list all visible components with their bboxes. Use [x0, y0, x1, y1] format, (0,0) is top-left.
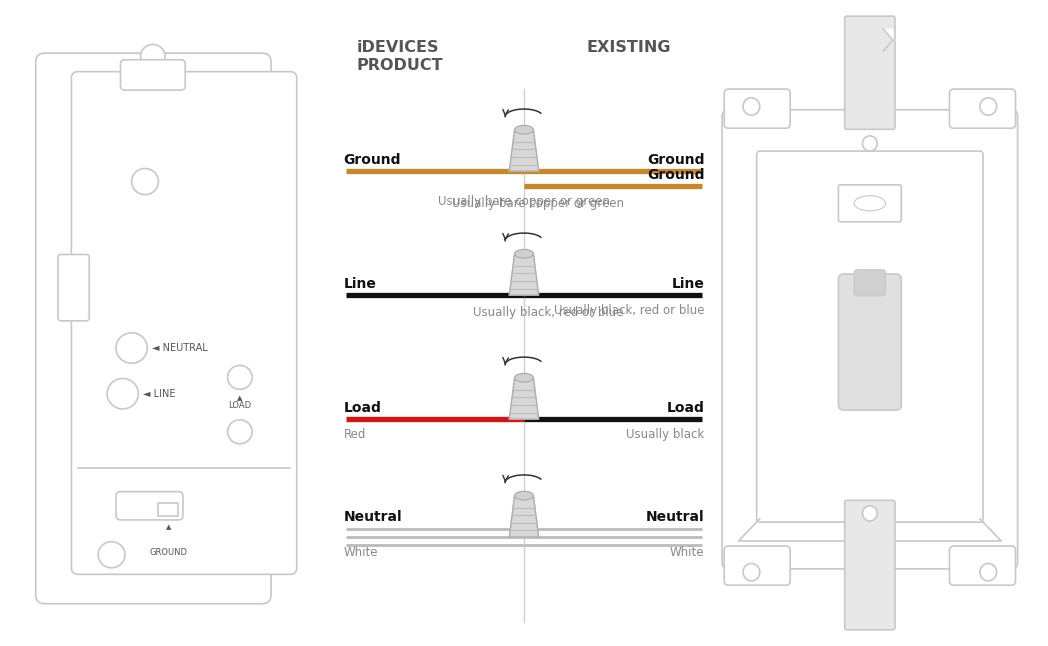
Text: iDEVICES
PRODUCT: iDEVICES PRODUCT: [356, 40, 443, 73]
Circle shape: [980, 98, 997, 115]
Text: Usually bare copper or green: Usually bare copper or green: [438, 195, 610, 208]
FancyBboxPatch shape: [724, 89, 790, 129]
Circle shape: [140, 45, 166, 68]
Text: Red: Red: [344, 428, 366, 441]
Text: EXISTING: EXISTING: [586, 40, 671, 55]
FancyBboxPatch shape: [116, 492, 183, 520]
Circle shape: [227, 420, 253, 444]
FancyBboxPatch shape: [71, 72, 297, 574]
Polygon shape: [509, 130, 539, 171]
Text: Usually black, red or blue: Usually black, red or blue: [553, 304, 704, 317]
Circle shape: [863, 506, 877, 521]
FancyBboxPatch shape: [845, 501, 895, 630]
FancyBboxPatch shape: [121, 59, 185, 90]
Text: GROUND: GROUND: [150, 548, 188, 557]
Text: ◄ NEUTRAL: ◄ NEUTRAL: [152, 343, 208, 353]
Ellipse shape: [515, 373, 533, 382]
FancyBboxPatch shape: [757, 151, 983, 522]
Circle shape: [743, 563, 760, 581]
Text: ◄ LINE: ◄ LINE: [143, 389, 175, 399]
Circle shape: [227, 366, 253, 390]
FancyBboxPatch shape: [838, 274, 901, 410]
Text: Line: Line: [344, 276, 376, 291]
Text: LOAD: LOAD: [228, 401, 252, 410]
Text: Load: Load: [344, 401, 381, 415]
FancyBboxPatch shape: [949, 546, 1016, 585]
Ellipse shape: [854, 196, 886, 211]
Text: Usually black: Usually black: [626, 428, 704, 441]
Text: Line: Line: [672, 276, 704, 291]
FancyBboxPatch shape: [845, 16, 895, 129]
FancyBboxPatch shape: [36, 53, 271, 604]
Circle shape: [116, 333, 148, 363]
Polygon shape: [509, 254, 539, 295]
Circle shape: [99, 542, 125, 568]
FancyBboxPatch shape: [58, 255, 89, 321]
Circle shape: [107, 379, 138, 409]
FancyBboxPatch shape: [838, 185, 901, 222]
Text: Usually black, red or blue: Usually black, red or blue: [473, 306, 624, 319]
Text: White: White: [670, 546, 704, 559]
Polygon shape: [883, 29, 893, 40]
Polygon shape: [509, 378, 539, 419]
Circle shape: [132, 169, 158, 194]
Text: Ground: Ground: [344, 152, 401, 167]
Circle shape: [980, 563, 997, 581]
Polygon shape: [509, 495, 539, 537]
Ellipse shape: [515, 125, 533, 134]
Text: Ground: Ground: [647, 152, 704, 167]
Text: White: White: [344, 546, 378, 559]
FancyBboxPatch shape: [854, 269, 886, 296]
Text: ▲: ▲: [237, 395, 242, 401]
Ellipse shape: [515, 249, 533, 258]
Text: Ground: Ground: [647, 168, 704, 182]
Text: Usually bare copper or green: Usually bare copper or green: [452, 197, 624, 210]
Text: Neutral: Neutral: [344, 510, 402, 524]
FancyBboxPatch shape: [724, 546, 790, 585]
Circle shape: [863, 136, 877, 151]
Text: ▲: ▲: [166, 525, 171, 530]
FancyBboxPatch shape: [158, 503, 178, 516]
Ellipse shape: [515, 491, 533, 500]
Text: Neutral: Neutral: [646, 510, 704, 524]
Text: Load: Load: [667, 401, 704, 415]
FancyBboxPatch shape: [722, 110, 1018, 569]
FancyBboxPatch shape: [949, 89, 1016, 129]
Circle shape: [743, 98, 760, 115]
